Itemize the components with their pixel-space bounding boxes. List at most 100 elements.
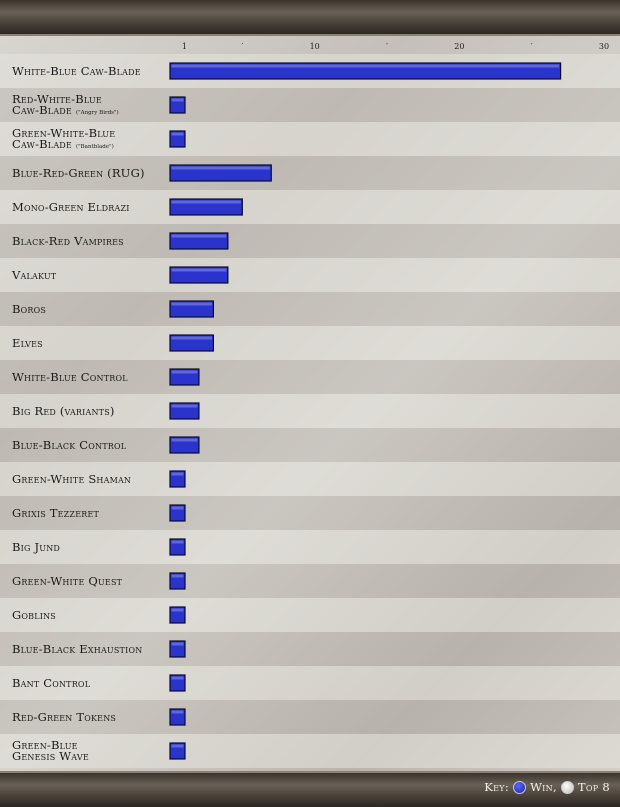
- row-band: [0, 190, 620, 224]
- bar-highlight: [171, 302, 212, 306]
- row-band: [0, 632, 620, 666]
- bar-highlight: [171, 370, 198, 374]
- category-label: Green-White Shaman: [12, 472, 131, 486]
- bar: [169, 334, 215, 352]
- bar-highlight: [171, 574, 184, 578]
- row-band: [0, 326, 620, 360]
- bar-highlight: [171, 710, 184, 714]
- top-border: [0, 0, 620, 36]
- row-band: [0, 700, 620, 734]
- category-label: Blue-Black Exhaustion: [12, 642, 142, 656]
- x-tick-label: 30: [599, 42, 609, 51]
- top8-legend-icon: [560, 780, 574, 794]
- row-band: [0, 428, 620, 462]
- bar: [169, 300, 215, 318]
- bar: [169, 62, 562, 80]
- bar-highlight: [171, 268, 227, 272]
- bar-highlight: [171, 642, 184, 646]
- x-tick-label: 1: [182, 42, 187, 51]
- row-band: [0, 666, 620, 700]
- bar: [169, 708, 186, 726]
- x-tick-label: 10: [310, 42, 320, 51]
- row-band: [0, 156, 620, 190]
- category-label: Green-Blue: [12, 738, 78, 752]
- row-band: [0, 258, 620, 292]
- bar: [169, 538, 186, 556]
- bar-highlight: [171, 132, 184, 136]
- category-label: Blue-Black Control: [12, 438, 127, 452]
- category-label: Valakut: [11, 268, 57, 282]
- category-label: Green-White Quest: [12, 574, 123, 588]
- category-label: Bant Control: [12, 676, 91, 690]
- category-label: White-Blue Caw-Blade: [12, 64, 141, 78]
- bar-highlight: [171, 98, 184, 102]
- bar-highlight: [171, 438, 198, 442]
- bar: [169, 130, 186, 148]
- row-band: [0, 496, 620, 530]
- bottom-border: [0, 771, 620, 807]
- bar: [169, 640, 186, 658]
- bar: [169, 674, 186, 692]
- x-tick-label: ′: [531, 42, 533, 51]
- bar-highlight: [171, 540, 184, 544]
- category-label: Black-Red Vampires: [12, 234, 124, 248]
- bar-chart: 1 ′ 10 ′ 20 ′ 30 White-Blue Caw-Blade Red-White-…: [0, 42, 620, 768]
- row-band: [0, 394, 620, 428]
- row-band: [0, 88, 620, 122]
- row-band: [0, 292, 620, 326]
- category-label: Boros: [12, 302, 46, 316]
- row-band: [0, 564, 620, 598]
- bar: [169, 504, 186, 522]
- key-win-label: Win,: [530, 780, 557, 794]
- bar: [169, 232, 229, 250]
- bar: [169, 402, 200, 420]
- x-tick-label: 20: [454, 42, 464, 51]
- row-band: [0, 360, 620, 394]
- row-band: [0, 530, 620, 564]
- bar-highlight: [171, 404, 198, 408]
- key-label: Key:: [484, 780, 510, 794]
- row-band: [0, 122, 620, 156]
- bar-highlight: [171, 234, 227, 238]
- bar-highlight: [171, 472, 184, 476]
- bar-highlight: [171, 506, 184, 510]
- bar: [169, 368, 200, 386]
- legend-key: Key: Win, Top 8: [484, 776, 610, 798]
- category-label: Red-White-Blue: [12, 92, 102, 106]
- bar: [169, 266, 229, 284]
- category-label: Mono-Green Eldrazi: [12, 200, 130, 214]
- bar: [169, 96, 186, 114]
- bar: [169, 606, 186, 624]
- category-label: Goblins: [12, 608, 56, 622]
- row-band: [0, 734, 620, 768]
- category-label: White-Blue Control: [12, 370, 128, 384]
- category-label: Elves: [12, 336, 43, 350]
- x-tick-label: ′: [386, 42, 388, 51]
- plot-area: 1 ′ 10 ′ 20 ′ 30 White-Blue Caw-Blade Red-White-…: [0, 36, 620, 771]
- category-label: Green-White-Blue: [12, 126, 115, 140]
- category-label: Genesis Wave: [12, 749, 89, 763]
- row-band: [0, 462, 620, 496]
- bar-highlight: [171, 166, 270, 170]
- bar-highlight: [171, 608, 184, 612]
- bar: [169, 198, 243, 216]
- bar-highlight: [171, 200, 241, 204]
- key-top8-label: Top 8: [577, 780, 610, 794]
- bar: [169, 164, 272, 182]
- row-band: [0, 224, 620, 258]
- category-label: Big Jund: [12, 540, 60, 554]
- bar: [169, 742, 186, 760]
- category-label: Grixis Tezzeret: [12, 506, 99, 520]
- bar: [169, 436, 200, 454]
- bar: [169, 572, 186, 590]
- category-label: Big Red (variants): [12, 404, 115, 418]
- bar: [169, 470, 186, 488]
- x-tick-label: ′: [241, 42, 243, 51]
- category-label: Blue-Red-Green (RUG): [12, 166, 145, 180]
- bar-highlight: [171, 64, 560, 68]
- bar-highlight: [171, 744, 184, 748]
- category-label: Red-Green Tokens: [12, 710, 116, 724]
- win-legend-icon: [513, 780, 527, 794]
- bar-highlight: [171, 336, 212, 340]
